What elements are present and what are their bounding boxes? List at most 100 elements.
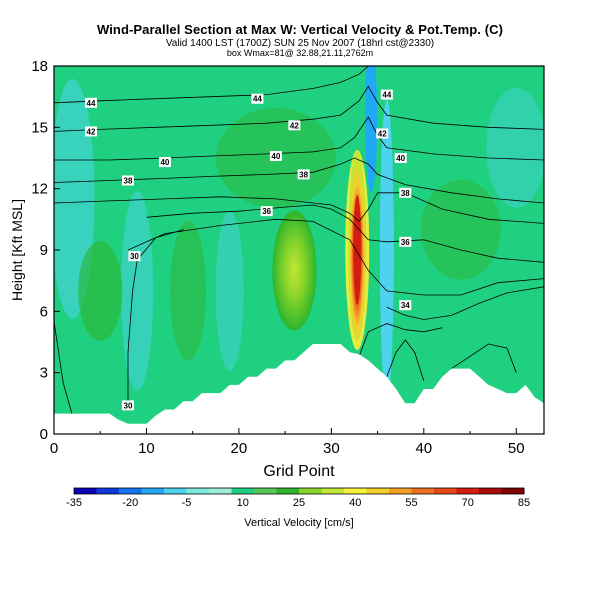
- y-axis-label: Height [Kft MSL]: [9, 199, 25, 301]
- colorbar-swatch: [96, 488, 120, 494]
- colorbar-swatch: [434, 488, 457, 494]
- svg-text:42: 42: [290, 121, 299, 130]
- theta-contour-line: [386, 286, 544, 320]
- svg-text:38: 38: [124, 176, 133, 185]
- x-axis-label: Grid Point: [263, 463, 335, 480]
- colorbar-swatch: [411, 488, 435, 494]
- theta-contour-line: [54, 157, 544, 204]
- colorbar-swatch: [74, 488, 97, 494]
- field-blob-cyan: [121, 190, 154, 391]
- contour-label: 40: [158, 157, 171, 168]
- contour-label: 38: [297, 169, 310, 180]
- colorbar-tick-label: -5: [182, 497, 192, 509]
- chart-subtitle: Valid 1400 LST (1700Z) SUN 25 Nov 2007 (…: [165, 38, 435, 49]
- svg-text:38: 38: [299, 170, 308, 179]
- colorbar-swatch: [141, 488, 165, 494]
- field-blob-downdraft: [365, 66, 378, 193]
- colorbar-swatch: [209, 488, 232, 494]
- svg-text:30: 30: [124, 401, 133, 410]
- svg-text:34: 34: [401, 301, 410, 310]
- colorbar-swatch: [231, 488, 255, 494]
- contour-label: 38: [399, 187, 412, 198]
- theta-contour-line: [358, 323, 443, 357]
- theta-contour-line: [54, 321, 73, 416]
- colorbar-swatch: [344, 488, 367, 494]
- colorbar-swatch: [254, 488, 277, 494]
- theta-contour-line: [386, 339, 425, 381]
- x-tick-label: 50: [508, 440, 525, 457]
- svg-text:44: 44: [87, 99, 96, 108]
- svg-text:40: 40: [271, 152, 280, 161]
- colorbar-tick-label: -20: [122, 497, 138, 509]
- contour-label: 42: [376, 128, 389, 139]
- colorbar-swatch: [501, 488, 525, 494]
- svg-text:40: 40: [160, 158, 169, 167]
- colorbar-label: Vertical Velocity [cm/s]: [244, 517, 353, 529]
- contour-label: 40: [394, 153, 407, 163]
- theta-contour-line: [54, 192, 544, 224]
- svg-text:38: 38: [401, 189, 410, 198]
- contour-label: 38: [121, 175, 134, 186]
- colorbar-swatch: [119, 488, 142, 494]
- x-tick-label: 0: [50, 440, 58, 457]
- colorbar: -35 -20 -5 10 25 40 55 70 85: [66, 487, 530, 509]
- contour-label: 30: [128, 251, 141, 262]
- contour-label: 44: [380, 89, 393, 100]
- contour-label: 36: [399, 236, 412, 247]
- colorbar-tick-label: 70: [462, 497, 474, 509]
- colorbar-swatch: [456, 488, 480, 494]
- theta-contour-line: [127, 229, 184, 410]
- plot-area: 44 44 44 42 42 42 40 40 40 38 38 38 36 36 30 34 30: [54, 66, 544, 434]
- y-tick-label: 18: [31, 58, 48, 75]
- colorbar-swatch: [479, 488, 502, 494]
- x-tick-label: 20: [231, 440, 248, 457]
- theta-contour-line: [54, 116, 544, 161]
- contour-label: 34: [399, 300, 412, 311]
- colorbar-swatch: [164, 488, 187, 494]
- field-blob-cyan: [379, 100, 394, 400]
- chart-title: Wind-Parallel Section at Max W: Vertical…: [96, 22, 504, 37]
- y-tick-label: 6: [40, 303, 48, 320]
- field-blob-jet-core: [353, 195, 362, 305]
- chart-subtitle-2: box Wmax=81@ 32.88,21.11,2762m: [226, 48, 374, 58]
- svg-text:42: 42: [378, 129, 387, 138]
- colorbar-tick-label: 55: [405, 497, 417, 509]
- field-blob-updraft: [272, 210, 317, 331]
- colorbar-swatch: [299, 488, 322, 494]
- y-tick-label: 9: [40, 242, 48, 259]
- theta-contour-line: [54, 85, 544, 132]
- svg-text:30: 30: [130, 252, 139, 261]
- terrain-mask: [54, 344, 544, 434]
- x-tick-label: 30: [323, 440, 340, 457]
- colorbar-swatch: [276, 488, 300, 494]
- contour-label: 44: [251, 93, 264, 104]
- contour-label: 40: [269, 150, 282, 161]
- x-tick-label: 40: [415, 440, 432, 457]
- colorbar-tick-label: -35: [66, 497, 82, 509]
- colorbar-swatch: [321, 488, 345, 494]
- contour-label: 42: [288, 120, 301, 130]
- y-tick-label: 12: [31, 181, 48, 198]
- colorbar-swatch: [366, 488, 390, 494]
- colorbar-tick-label: 85: [518, 497, 530, 509]
- y-tick-label: 15: [31, 119, 48, 136]
- svg-text:36: 36: [262, 207, 271, 216]
- contour-label: 36: [260, 206, 273, 217]
- svg-text:42: 42: [87, 127, 96, 136]
- field-blob-cyan: [215, 210, 244, 371]
- svg-text:44: 44: [253, 95, 262, 104]
- contour-label: 44: [84, 97, 97, 108]
- theta-contour-line: [146, 204, 544, 263]
- y-tick-label: 3: [40, 365, 48, 382]
- colorbar-swatch: [186, 488, 210, 494]
- colorbar-tick-label: 10: [237, 497, 249, 509]
- field-blob-green: [420, 179, 501, 280]
- field-blob-cyan: [486, 87, 544, 208]
- colorbar-tick-label: 25: [293, 497, 305, 509]
- contour-label: 30: [121, 400, 134, 411]
- colorbar-swatch: [389, 488, 412, 494]
- svg-text:40: 40: [396, 154, 405, 163]
- velocity-field: [54, 66, 544, 400]
- theta-contour-line: [451, 343, 517, 373]
- theta-contour-line: [54, 66, 369, 104]
